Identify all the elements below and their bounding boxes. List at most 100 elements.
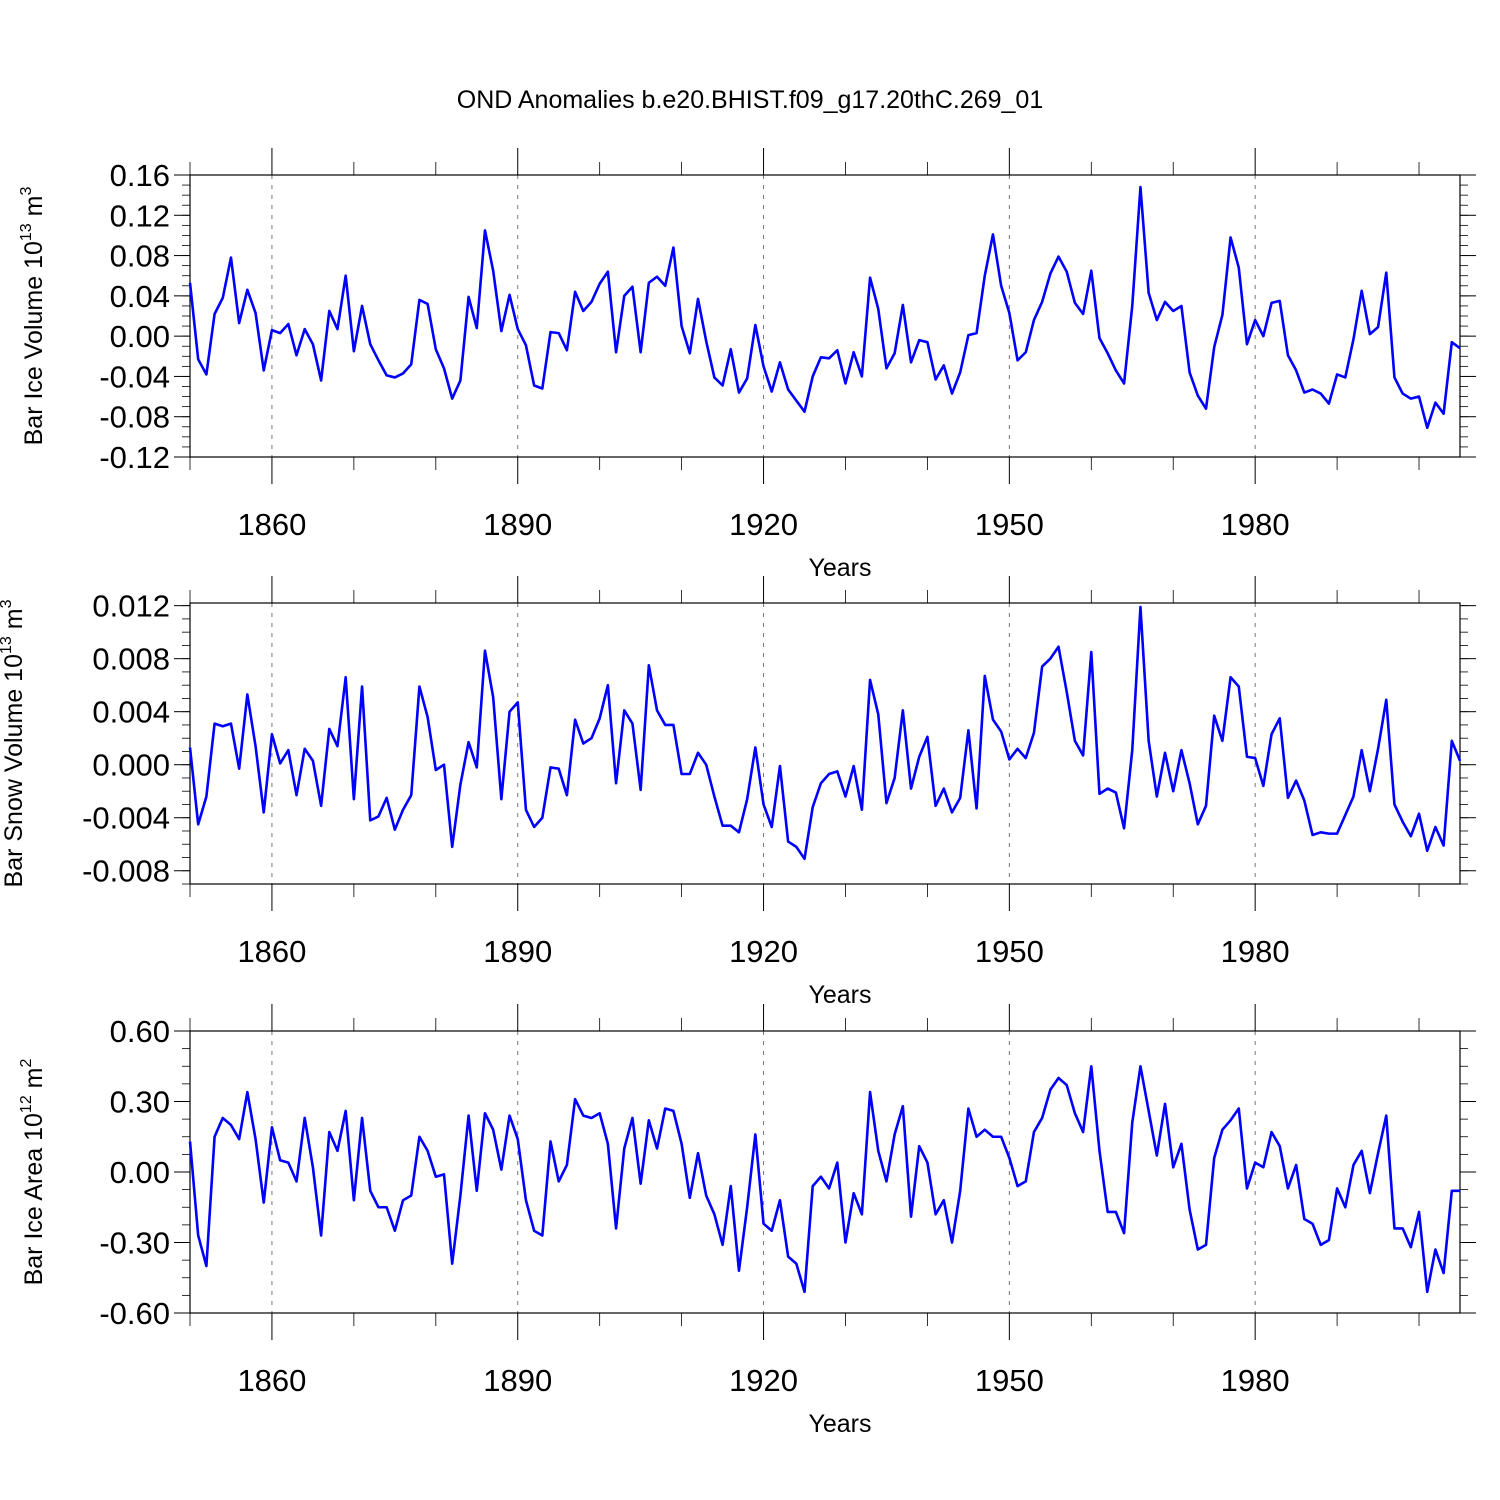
data-point [1443,844,1445,847]
data-point [795,1263,797,1265]
data-point [517,1138,519,1140]
data-point [377,359,380,361]
data-point [689,1197,691,1199]
data-point [689,352,691,354]
x-axis-title: Years [808,1410,871,1438]
data-point [476,1190,478,1192]
data-point [254,745,257,747]
data-point [681,325,683,327]
data-point [1107,1211,1109,1213]
data-point [787,388,789,391]
data-point [1311,388,1314,391]
data-point [271,329,273,331]
data-point [566,1164,568,1166]
y-tick-label: 0.00 [110,319,170,354]
data-point [754,746,756,749]
data-point [681,773,683,775]
data-point [1295,369,1297,371]
data-point [590,1117,593,1119]
data-point [1426,427,1428,429]
data-point [1221,1129,1223,1131]
data-point [574,291,576,293]
data-point [869,1091,871,1093]
data-point [541,817,543,819]
data-point [484,650,486,652]
x-tick-label: 1950 [975,507,1044,542]
data-point [222,297,224,299]
y-axis-title: Bar Ice Area 1012 m2 [18,1059,48,1286]
data-point [549,331,552,333]
data-point [918,339,920,341]
data-point [1074,1112,1076,1114]
data-point [894,777,896,779]
data-point [1393,803,1396,806]
data-point [935,805,937,807]
data-point [656,709,658,711]
data-point [467,296,470,298]
data-point [566,349,568,351]
data-point [984,675,986,677]
data-point [746,377,748,380]
data-point [967,334,969,336]
data-point [762,1223,765,1225]
data-point [1352,338,1355,340]
data-point [386,1206,388,1208]
data-point [1107,352,1109,354]
data-point [935,378,937,381]
data-point [861,375,863,378]
data-point [1270,1131,1273,1133]
data-point [1189,371,1191,373]
data-point [1344,1206,1346,1208]
data-point [418,1136,421,1138]
series-line [188,185,1461,430]
data-point [1426,1291,1428,1293]
data-point [263,1201,265,1204]
data-point [910,1216,912,1218]
y-axis-title-exponent: 2 [18,1059,35,1068]
data-point [443,764,445,766]
data-point [525,344,527,346]
data-point [877,713,879,715]
data-point [590,301,593,303]
data-point [631,286,634,288]
data-point [574,719,576,721]
data-point [1229,236,1232,239]
data-point [1090,1065,1092,1067]
data-point [844,1241,847,1244]
y-axis-title-exponent: 12 [18,1095,35,1113]
data-point [992,1136,994,1138]
data-point [1016,748,1019,750]
data-point [844,795,847,798]
data-point [640,351,642,353]
data-point [853,765,855,767]
data-point [189,1140,191,1143]
data-point [1156,319,1158,321]
data-point [623,709,625,711]
data-point [615,1227,617,1229]
data-point [1336,1187,1338,1190]
data-point [1246,343,1248,345]
data-point [582,742,584,745]
data-point [1311,1223,1314,1225]
x-axis-title: Years [808,554,871,582]
y-tick-label: 0.08 [110,239,170,274]
data-point [369,1190,371,1192]
data-point [336,328,339,330]
data-point [541,1234,543,1237]
data-point [320,379,322,382]
data-point [713,376,715,379]
data-point [705,764,707,766]
data-point [1418,1211,1420,1213]
y-tick-label: 0.008 [92,642,170,677]
panel-1: -0.12 -0.08 -0.04 0.00 0.04 0.08 0.12 0.16 1860 1… [18,148,1476,582]
data-point [427,303,429,305]
data-point [1074,740,1076,742]
data-point [1279,717,1281,719]
data-point [803,411,806,413]
data-point [672,724,675,726]
data-point [631,1117,634,1119]
x-tick-label: 1890 [483,934,552,969]
data-point [287,749,289,751]
data-point [1287,1187,1289,1190]
data-point [1279,300,1281,302]
